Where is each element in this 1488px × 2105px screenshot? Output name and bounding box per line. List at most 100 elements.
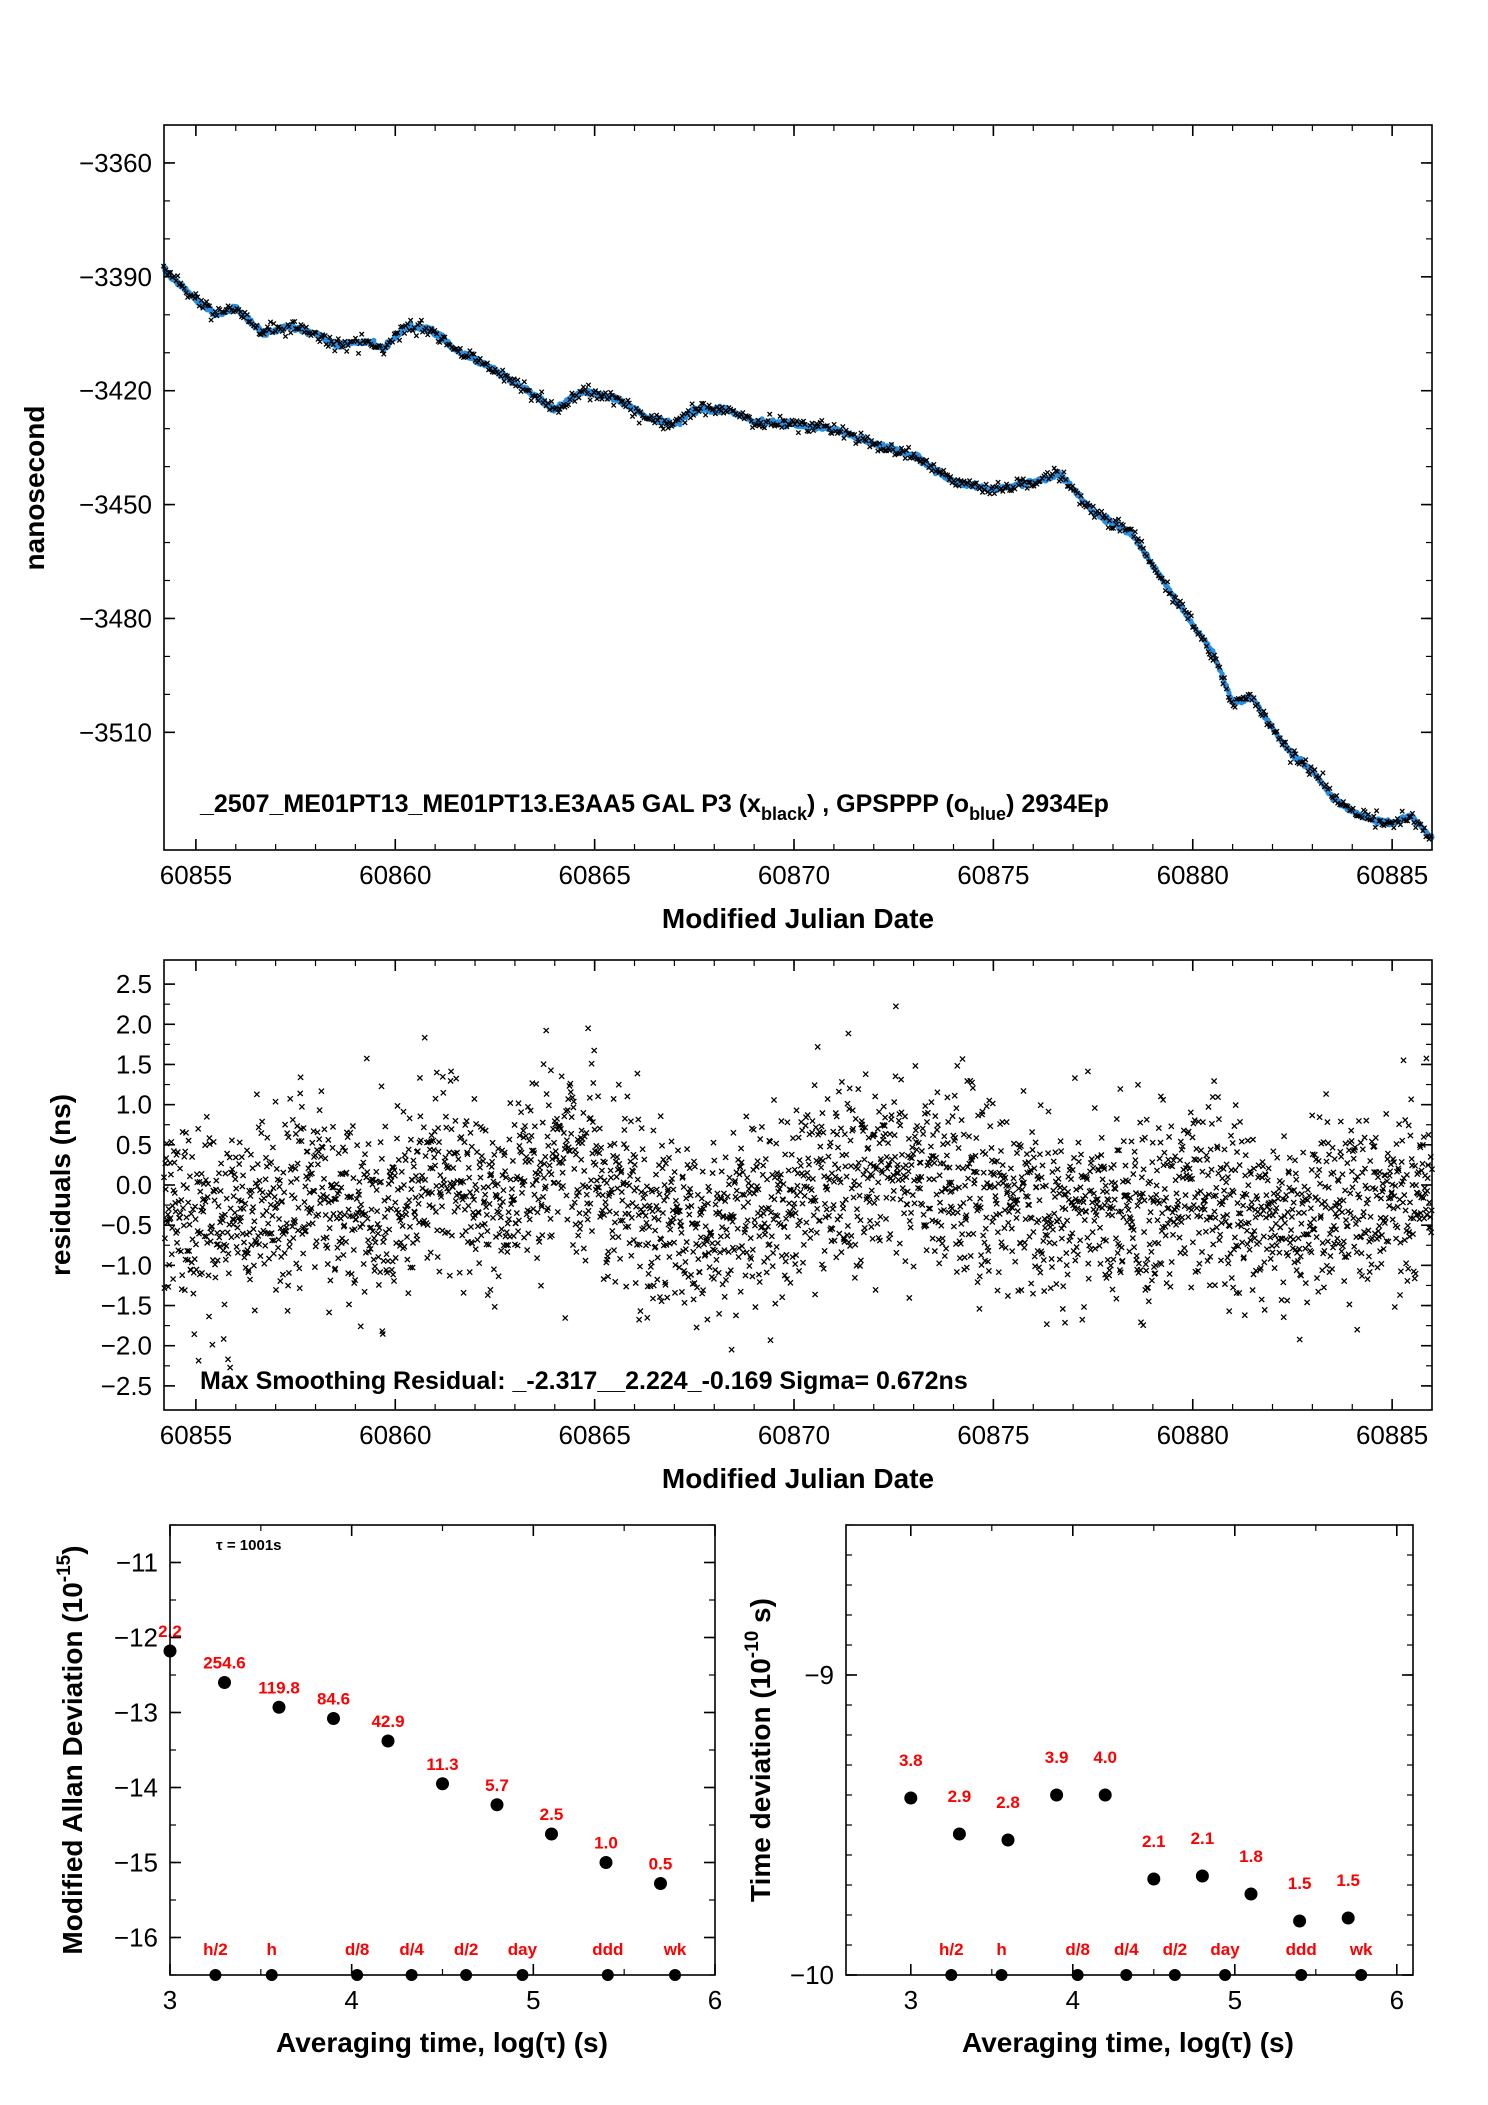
residual-point	[621, 1126, 628, 1134]
residual-point	[1056, 1256, 1063, 1263]
residual-point	[233, 1185, 240, 1192]
residual-point	[944, 1140, 951, 1147]
residual-point	[335, 1255, 342, 1262]
residual-point	[959, 1055, 966, 1063]
residual-point	[1232, 1167, 1239, 1174]
residual-point	[489, 1139, 496, 1146]
residual-point	[1104, 1256, 1111, 1263]
residuals-data	[160, 1003, 1436, 1371]
residual-point	[1278, 1296, 1285, 1303]
residual-point	[1096, 1224, 1104, 1231]
residual-point	[645, 1240, 652, 1247]
residual-point	[484, 1292, 491, 1299]
residual-point	[857, 1257, 864, 1264]
residual-point	[827, 1139, 834, 1146]
residual-point	[1177, 1138, 1184, 1145]
residual-point	[1274, 1154, 1281, 1161]
residual-point	[1072, 1257, 1079, 1264]
residual-point	[861, 1224, 868, 1231]
residual-point	[1028, 1280, 1035, 1287]
residual-point	[912, 1062, 919, 1069]
residual-point	[670, 1215, 677, 1222]
residual-point	[820, 1129, 827, 1136]
residual-point	[1236, 1162, 1243, 1169]
residual-point	[981, 1184, 988, 1191]
residual-point	[724, 1193, 731, 1200]
residual-point	[1146, 1241, 1153, 1248]
residual-point	[1004, 1292, 1011, 1299]
residual-point	[1202, 1228, 1209, 1235]
residual-point	[603, 1179, 610, 1187]
residual-point	[1168, 1258, 1175, 1266]
residual-point	[930, 1176, 938, 1183]
residual-point	[860, 1229, 867, 1236]
residual-point	[431, 1154, 438, 1161]
residual-point	[238, 1154, 245, 1161]
residual-point	[361, 1288, 368, 1295]
residual-point	[312, 1243, 319, 1250]
residual-point	[380, 1239, 387, 1246]
residual-point	[911, 1200, 918, 1207]
residual-point	[654, 1254, 661, 1261]
residual-point	[202, 1142, 209, 1149]
residual-point	[259, 1118, 266, 1125]
residual-point	[667, 1226, 674, 1233]
residual-point	[1051, 1240, 1058, 1247]
residual-point	[1198, 1248, 1206, 1255]
residual-point	[749, 1273, 756, 1280]
residual-point	[1036, 1197, 1043, 1204]
residual-point	[222, 1256, 229, 1263]
residual-point	[687, 1271, 695, 1278]
residual-point	[190, 1290, 197, 1297]
residual-point	[570, 1098, 577, 1105]
residual-point	[691, 1163, 698, 1170]
residual-point	[893, 1249, 900, 1256]
residual-point	[742, 1272, 749, 1279]
residual-point	[619, 1197, 626, 1204]
residual-point	[868, 1223, 875, 1230]
residual-point	[1120, 1138, 1127, 1145]
residual-point	[1146, 1217, 1153, 1224]
residual-point	[419, 1172, 426, 1179]
residual-point	[809, 1175, 816, 1182]
x-tick-label: 60870	[758, 860, 830, 890]
residual-point	[554, 1208, 561, 1216]
residual-point	[999, 1162, 1006, 1169]
residual-point	[756, 1278, 763, 1286]
residual-point	[279, 1271, 286, 1278]
residual-point	[281, 1189, 288, 1196]
residual-point	[580, 1109, 587, 1116]
residual-point	[1037, 1102, 1044, 1109]
residual-point	[434, 1227, 441, 1234]
residual-point	[1207, 1146, 1214, 1153]
residual-point	[180, 1222, 187, 1229]
residual-point	[334, 1244, 341, 1251]
residual-point	[215, 1170, 222, 1177]
residual-point	[891, 1132, 898, 1139]
gal-p3-point	[995, 479, 1001, 485]
residual-point	[1099, 1176, 1106, 1183]
residual-point	[420, 1124, 427, 1131]
residual-point	[491, 1303, 498, 1310]
residual-point	[1147, 1209, 1154, 1216]
residual-point	[580, 1245, 587, 1252]
residual-point	[974, 1279, 981, 1286]
residual-point	[722, 1276, 730, 1284]
residual-point	[641, 1156, 648, 1163]
residual-point	[399, 1222, 406, 1229]
residual-point	[1030, 1154, 1037, 1161]
residual-point	[480, 1184, 487, 1191]
residual-point	[733, 1187, 740, 1194]
residual-point	[812, 1291, 819, 1298]
residual-point	[1036, 1151, 1043, 1158]
residual-point	[217, 1187, 224, 1195]
residual-point	[547, 1067, 554, 1074]
residual-point	[326, 1216, 334, 1223]
residual-point	[300, 1250, 307, 1257]
residual-point	[230, 1221, 237, 1228]
residual-point	[1070, 1154, 1078, 1161]
residual-point	[536, 1238, 543, 1245]
residual-point	[211, 1197, 218, 1204]
residual-point	[552, 1148, 559, 1155]
timeseries-xlabel: Modified Julian Date	[662, 903, 934, 934]
